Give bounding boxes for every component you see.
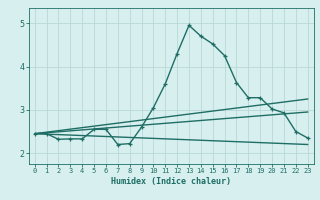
X-axis label: Humidex (Indice chaleur): Humidex (Indice chaleur) xyxy=(111,177,231,186)
